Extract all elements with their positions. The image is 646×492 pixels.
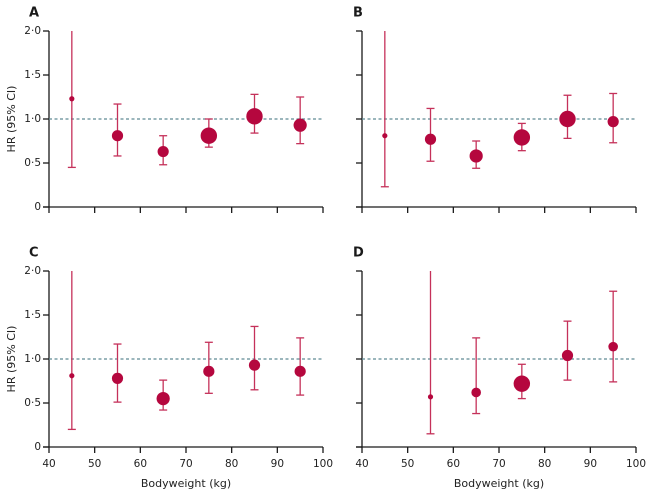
y-tick-label: 0 xyxy=(34,201,41,213)
hr-marker xyxy=(246,108,263,125)
data-point xyxy=(561,320,574,381)
y-tick-label: 1·5 xyxy=(24,309,41,321)
x-tick-label: 100 xyxy=(313,458,333,470)
x-tick-label: 40 xyxy=(42,458,55,470)
panel-a: A 0 0·5 1·0 1·5 2·0 HR (95% CI) xyxy=(5,6,324,213)
hr-marker xyxy=(471,387,481,398)
hr-marker xyxy=(293,118,307,132)
x-tick-label: 50 xyxy=(88,458,101,470)
hr-marker xyxy=(203,365,215,377)
data-point xyxy=(293,96,307,145)
data-point xyxy=(200,118,218,148)
y-tick-label: 2·0 xyxy=(24,25,41,37)
panel-letter: A xyxy=(29,6,39,21)
data-point xyxy=(203,341,215,394)
hr-marker xyxy=(200,127,218,144)
y-tick-label: 1·5 xyxy=(24,69,41,81)
x-axis-title: Bodyweight (kg) xyxy=(454,477,544,490)
y-axis-title: HR (95% CI) xyxy=(5,326,18,393)
data-point xyxy=(246,93,263,134)
panel-d: D 40 50 60 70 80 90 100 Bodyweight (kg) xyxy=(353,246,646,491)
hr-marker xyxy=(69,96,75,102)
panel-letter: D xyxy=(353,246,364,261)
y-tick-label: 1·0 xyxy=(24,113,41,125)
data-point xyxy=(380,31,389,188)
x-axis-title: Bodyweight (kg) xyxy=(141,477,231,490)
hr-marker xyxy=(157,145,169,158)
y-tick-label: 0·5 xyxy=(24,397,41,409)
y-tick-label: 0·5 xyxy=(24,157,41,169)
x-tick-label: 90 xyxy=(271,458,284,470)
data-point xyxy=(471,337,481,415)
data-point xyxy=(111,343,124,403)
y-axis-title: HR (95% CI) xyxy=(5,86,18,153)
hr-marker xyxy=(111,372,124,384)
data-point xyxy=(513,363,531,400)
data-point xyxy=(294,337,306,396)
hr-marker xyxy=(248,359,261,371)
x-tick-label: 100 xyxy=(626,458,646,470)
data-point xyxy=(608,290,618,383)
y-tick-label: 2·0 xyxy=(24,265,41,277)
data-point xyxy=(424,107,437,162)
data-point xyxy=(67,271,76,431)
x-tick-label: 90 xyxy=(584,458,597,470)
data-point xyxy=(559,94,576,140)
hr-marker xyxy=(469,149,483,163)
hr-marker xyxy=(382,133,388,139)
hr-marker xyxy=(156,392,170,406)
x-tick-label: 70 xyxy=(492,458,505,470)
x-tick-label: 60 xyxy=(447,458,460,470)
hr-marker xyxy=(427,394,434,400)
data-point xyxy=(469,140,483,169)
x-tick-label: 70 xyxy=(179,458,192,470)
hr-marker xyxy=(513,129,531,146)
panel-c: C 0 0·5 1·0 1·5 2·0 40 50 60 70 80 90 100 HR (95% CI)… xyxy=(5,246,333,491)
hr-marker xyxy=(607,116,619,128)
x-tick-label: 40 xyxy=(355,458,368,470)
panel-letter: C xyxy=(29,246,39,261)
x-tick-label: 80 xyxy=(538,458,551,470)
hr-marker xyxy=(561,349,574,362)
data-point xyxy=(426,271,435,435)
hr-marker xyxy=(608,341,618,352)
data-point xyxy=(111,103,124,157)
panel-letter: B xyxy=(353,6,363,21)
hr-marker xyxy=(294,365,306,377)
data-point xyxy=(156,379,170,411)
data-point xyxy=(157,135,169,166)
data-point xyxy=(248,325,261,391)
panel-b: B xyxy=(353,6,637,213)
y-tick-label: 1·0 xyxy=(24,353,41,365)
hr-marker xyxy=(424,133,437,145)
data-point xyxy=(607,92,619,144)
data-point xyxy=(513,122,531,152)
y-tick-label: 0 xyxy=(34,441,41,453)
hr-marker xyxy=(559,110,576,128)
hr-marker xyxy=(513,375,531,392)
x-tick-label: 50 xyxy=(401,458,414,470)
x-tick-label: 80 xyxy=(225,458,238,470)
hr-marker xyxy=(69,373,75,379)
hr-marker xyxy=(111,130,124,142)
data-point xyxy=(67,31,76,169)
x-tick-label: 60 xyxy=(134,458,147,470)
